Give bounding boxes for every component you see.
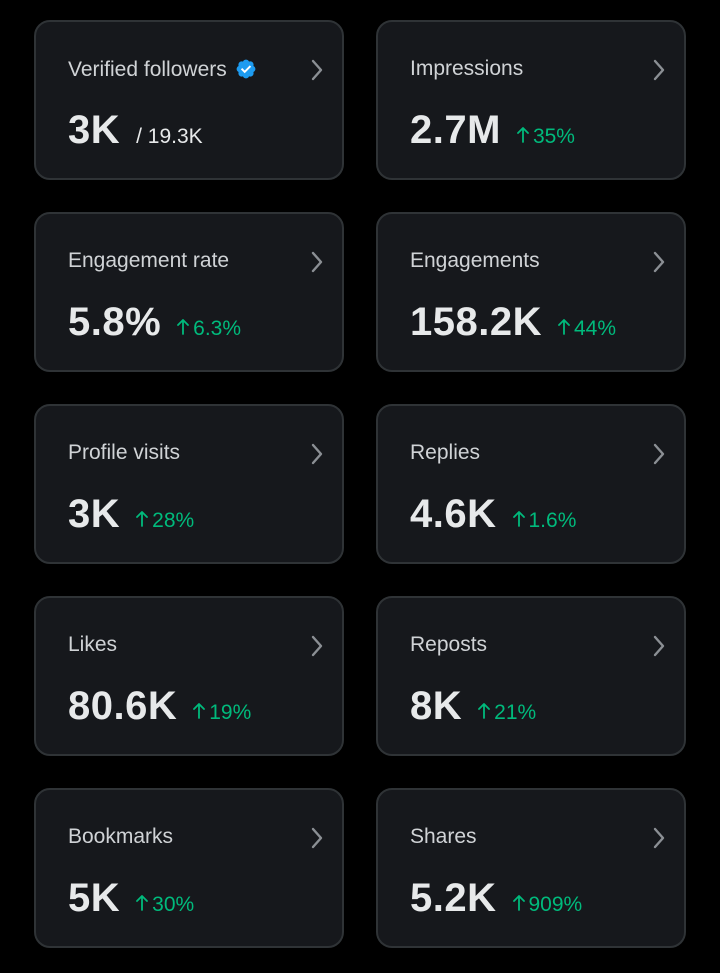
card-label-wrap: Impressions [410,58,523,79]
value-row: 3K 28% [68,494,194,534]
card-value: 3K [68,492,121,536]
value-row: 5.8% 6.3% [68,302,241,342]
change-value: 28% [152,509,195,532]
card-change: 6.3% [177,318,241,339]
card-label: Bookmarks [68,825,174,848]
card-verified-followers[interactable]: Verified followers 3K / 19.3K [34,20,344,180]
card-label: Engagements [410,249,540,272]
change-value: 21% [494,701,537,724]
arrow-up-icon [193,703,206,719]
card-label-wrap: Profile visits [68,442,180,463]
card-value: 158.2K [410,300,542,344]
chevron-right-icon [653,59,665,81]
value-row: 8K 21% [410,686,536,726]
card-label-wrap: Engagements [410,250,540,271]
card-value: 5K [68,876,121,920]
card-label: Replies [410,441,481,464]
card-label: Shares [410,825,477,848]
chevron-right-icon [653,635,665,657]
card-change: 35% [517,126,575,147]
card-label-wrap: Replies [410,442,480,463]
change-value: 6.3% [193,317,242,340]
metrics-grid: Verified followers 3K / 19.3K Impression… [34,20,686,948]
card-likes[interactable]: Likes 80.6K 19% [34,596,344,756]
chevron-right-icon [653,827,665,849]
value-row: 4.6K 1.6% [410,494,576,534]
chevron-right-icon [311,443,323,465]
card-change: 30% [136,894,194,915]
card-change: 21% [478,702,536,723]
card-value: 4.6K [410,492,497,536]
card-change: 19% [193,702,251,723]
arrow-up-icon [478,703,491,719]
card-change: 44% [558,318,616,339]
card-shares[interactable]: Shares 5.2K 909% [376,788,686,948]
arrow-up-icon [558,319,570,335]
card-engagement-rate[interactable]: Engagement rate 5.8% 6.3% [34,212,344,372]
chevron-right-icon [311,59,323,81]
card-label-wrap: Engagement rate [68,250,229,271]
value-row: 80.6K 19% [68,686,251,726]
value-row: 3K / 19.3K [68,110,203,150]
arrow-up-icon [512,511,525,527]
card-value: 5.2K [410,876,497,920]
card-profile-visits[interactable]: Profile visits 3K 28% [34,404,344,564]
card-label: Engagement rate [68,249,230,272]
chevron-right-icon [311,635,323,657]
chevron-right-icon [311,827,323,849]
card-total: / 19.3K [136,125,203,148]
card-label: Impressions [410,57,524,80]
card-label-wrap: Bookmarks [68,826,173,847]
card-engagements[interactable]: Engagements 158.2K 44% [376,212,686,372]
card-label-wrap: Shares [410,826,477,847]
chevron-right-icon [653,443,665,465]
change-value: 44% [573,317,617,340]
arrow-up-icon [517,127,529,143]
card-label-wrap: Reposts [410,634,487,655]
arrow-up-icon [136,511,149,527]
card-change: 909% [512,893,583,916]
value-row: 158.2K 44% [410,302,616,342]
card-label-wrap: Likes [68,634,117,655]
card-label: Likes [68,633,118,656]
card-replies[interactable]: Replies 4.6K 1.6% [376,404,686,564]
value-row: 2.7M 35% [410,110,575,150]
card-label: Verified followers [68,57,227,81]
arrow-up-icon [177,319,190,335]
verified-badge-icon [235,58,257,80]
card-bookmarks[interactable]: Bookmarks 5K 30% [34,788,344,948]
card-change: 28% [136,510,194,531]
card-change: 1.6% [512,509,577,532]
card-reposts[interactable]: Reposts 8K 21% [376,596,686,756]
card-value: 5.8% [68,300,162,344]
card-impressions[interactable]: Impressions 2.7M 35% [376,20,686,180]
change-value: 19% [209,701,252,724]
card-label: Reposts [410,633,488,656]
card-value: 3K [68,108,121,152]
change-value: 909% [528,893,583,916]
change-value: 35% [532,125,575,148]
change-value: 1.6% [528,509,577,532]
card-value: 80.6K [68,684,178,728]
card-label-wrap: Verified followers [68,58,257,80]
chevron-right-icon [311,251,323,273]
arrow-up-icon [136,895,149,911]
card-label: Profile visits [68,441,181,464]
value-row: 5.2K 909% [410,878,582,918]
value-row: 5K 30% [68,878,194,918]
card-value: 2.7M [410,108,501,152]
card-value: 8K [410,684,463,728]
chevron-right-icon [653,251,665,273]
arrow-up-icon [512,895,525,911]
change-value: 30% [152,893,195,916]
